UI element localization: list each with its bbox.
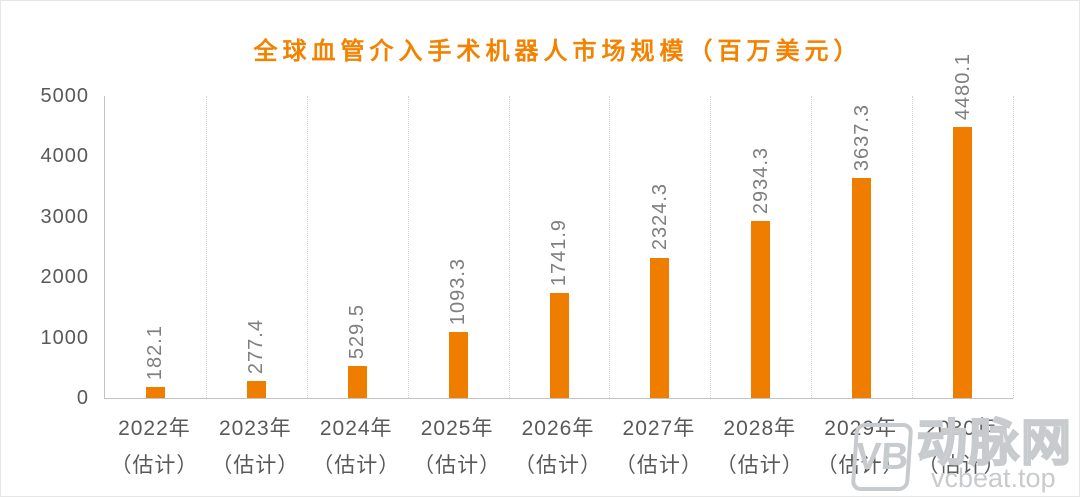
bar-value-label: 3637.3 bbox=[850, 104, 873, 172]
x-category-label: 2029年 （估计） bbox=[816, 417, 905, 477]
bar-value-label: 182.1 bbox=[144, 324, 167, 381]
bar bbox=[448, 331, 468, 398]
bar-value-label: 529.5 bbox=[346, 303, 369, 360]
y-tick-label: 0 bbox=[76, 387, 89, 409]
category-gridline bbox=[811, 96, 914, 398]
x-category-label: 2028年 （估计） bbox=[715, 417, 804, 477]
bar bbox=[145, 387, 165, 398]
watermark: VB 动脉网 vcbeat.top bbox=[850, 415, 1073, 493]
bar-value-label: 2934.3 bbox=[749, 146, 772, 214]
chart-title: 全球血管介入手术机器人市场规模（百万美元） bbox=[253, 38, 863, 65]
category-gridline bbox=[609, 96, 712, 398]
y-tick-label: 3000 bbox=[40, 205, 89, 228]
vcbeat-logo-text: VB bbox=[854, 435, 910, 478]
x-category-label: 2024年 （估计） bbox=[312, 417, 401, 477]
category-gridline bbox=[912, 96, 1014, 398]
y-tick-label: 4000 bbox=[40, 145, 89, 168]
bar bbox=[751, 220, 771, 398]
bar bbox=[246, 381, 266, 398]
y-tick-label: 1000 bbox=[40, 326, 89, 349]
x-category-label: 2027年 （估计） bbox=[614, 417, 703, 477]
x-category-label: 2026年 （估计） bbox=[513, 417, 602, 477]
bar bbox=[953, 127, 973, 398]
bar-value-label: 1741.9 bbox=[548, 218, 570, 286]
watermark-brand-name: 动脉网 bbox=[916, 415, 1073, 471]
category-gridline bbox=[206, 96, 308, 398]
category-gridline bbox=[408, 96, 510, 398]
bar bbox=[347, 366, 367, 398]
bar-value-label: 4480.1 bbox=[951, 53, 974, 121]
category-gridline bbox=[710, 96, 813, 398]
category-gridline bbox=[105, 96, 207, 398]
category-gridline bbox=[509, 96, 611, 398]
vcbeat-logo-icon: VB bbox=[850, 423, 914, 491]
watermark-domain: vcbeat.top bbox=[931, 463, 1056, 493]
watermark-text-block: 动脉网 vcbeat.top bbox=[916, 415, 1073, 493]
bar-value-label: 1093.3 bbox=[447, 257, 470, 325]
x-category-label: 2030年 （估计） bbox=[917, 417, 1006, 477]
y-tick-label: 2000 bbox=[40, 266, 89, 289]
bar-value-label: 277.4 bbox=[245, 319, 268, 375]
x-category-label: 2023年 （估计） bbox=[211, 417, 300, 477]
x-category-label: 2022年 （估计） bbox=[110, 417, 199, 477]
category-gridline bbox=[307, 96, 409, 398]
y-tick-label: 5000 bbox=[40, 85, 89, 107]
bar bbox=[650, 257, 670, 398]
bar bbox=[852, 178, 872, 398]
plot-area: 182.1 277.4 529.5 1093.3 1741.9 2324.3 2934.3 3… bbox=[104, 53, 1014, 399]
bar bbox=[549, 292, 569, 398]
bar-value-label: 2324.3 bbox=[648, 183, 671, 251]
x-category-label: 2025年 （估计） bbox=[413, 417, 502, 477]
